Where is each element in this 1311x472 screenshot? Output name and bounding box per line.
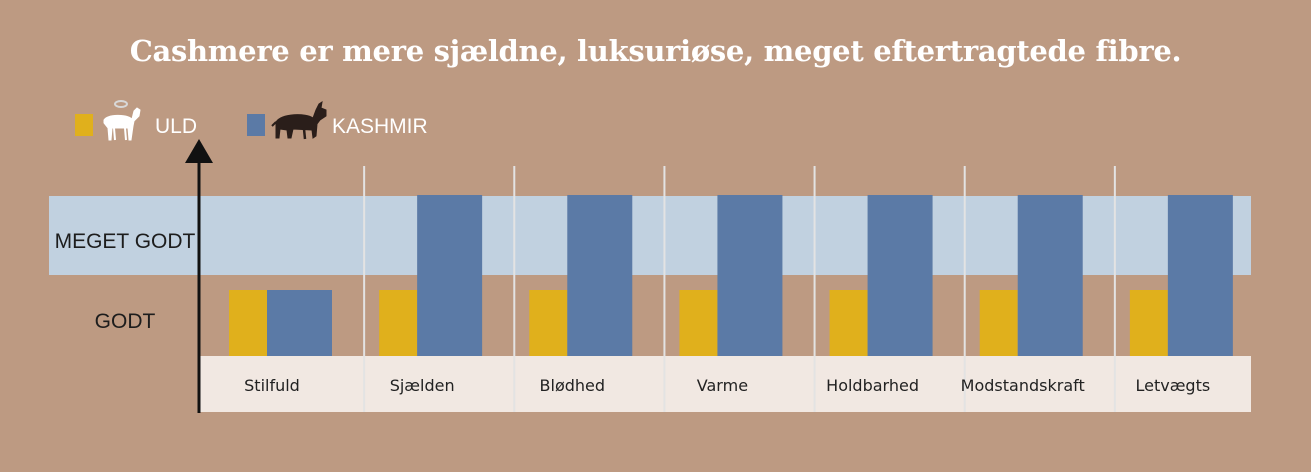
bar-kashmir-bloedhed (567, 195, 633, 356)
bar-uld-stilfuld (229, 290, 267, 356)
bar-uld-holdbarhed (829, 290, 868, 356)
category-label-modstandskraft: Modstandskraft (961, 376, 1085, 395)
bars (229, 195, 1233, 356)
category-label-sjaelden: Sjælden (390, 376, 455, 395)
bar-uld-letvaegts (1129, 290, 1168, 356)
bar-kashmir-modstandskraft (1017, 195, 1083, 356)
bar-kashmir-holdbarhed (867, 195, 933, 356)
category-label-bloedhed: Blødhed (540, 376, 606, 395)
bar-uld-varme (679, 290, 718, 356)
bar-uld-modstandskraft (979, 290, 1018, 356)
band-label-meget-godt: MEGET GODT (55, 230, 196, 253)
category-label-varme: Varme (697, 376, 748, 395)
bar-uld-sjaelden (379, 290, 418, 356)
category-label-letvaegts: Letvægts (1136, 376, 1211, 395)
black-goat-icon (271, 100, 327, 140)
category-label-holdbarhed: Holdbarhed (826, 376, 919, 395)
bar-kashmir-varme (717, 195, 783, 356)
chart-title: Cashmere er mere sjældne, luksuriøse, me… (129, 34, 1182, 68)
legend-label-uld: ULD (155, 115, 197, 138)
y-axis-arrow-icon (185, 139, 213, 163)
bar-kashmir-sjaelden (417, 195, 483, 356)
bar-kashmir-stilfuld (267, 290, 332, 356)
category-separators (363, 166, 1116, 412)
white-goat-icon (103, 100, 141, 141)
legend-swatch-kashmir (247, 114, 265, 136)
bar-kashmir-letvaegts (1167, 195, 1233, 356)
legend-swatch-uld (75, 114, 93, 136)
legend-label-kashmir: KASHMIR (332, 115, 428, 138)
band-label-godt: GODT (95, 310, 156, 333)
bar-uld-bloedhed (529, 290, 568, 356)
category-label-stilfuld: Stilfuld (244, 376, 300, 395)
category-strip (200, 356, 1251, 412)
category-labels: Stilfuld Sjælden Blødhed Varme Holdbarhed Mod… (244, 376, 1210, 395)
